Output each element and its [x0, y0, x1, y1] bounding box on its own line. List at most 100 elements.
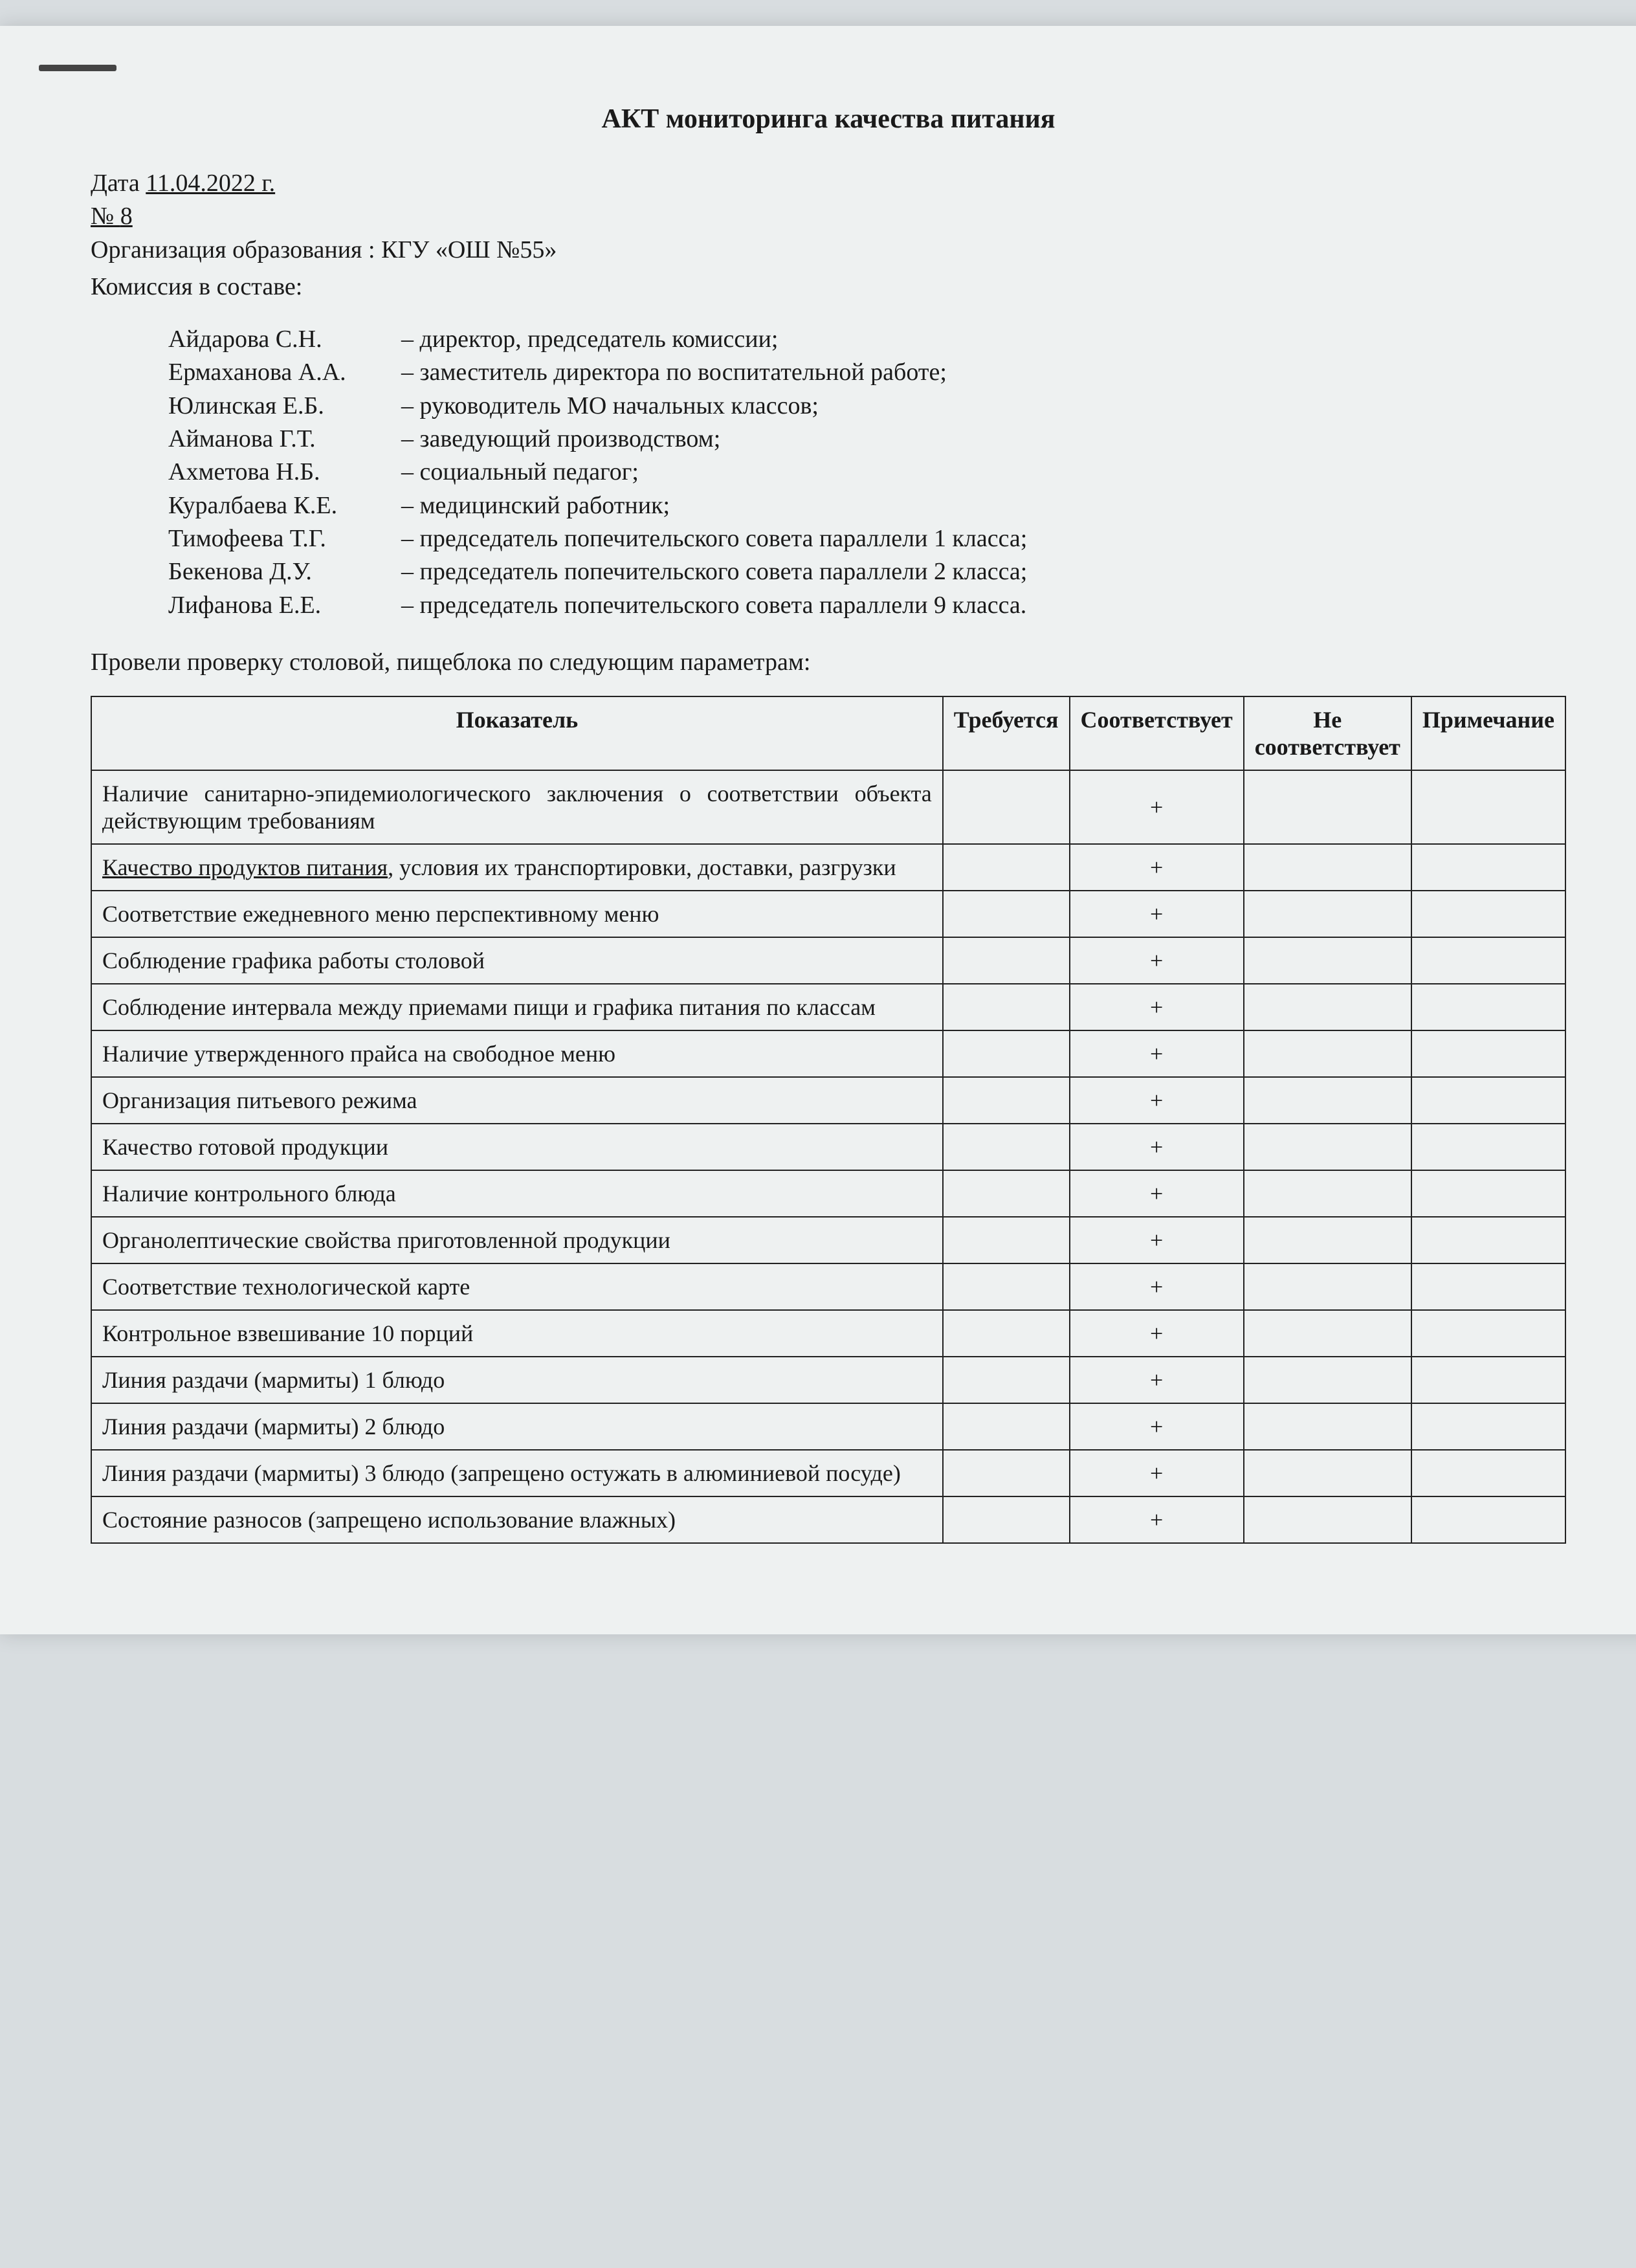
cell-indicator: Соблюдение графика работы столовой: [91, 937, 943, 984]
cell-indicator: Наличие утвержденного прайса на свободно…: [91, 1030, 943, 1077]
table-row: Органолептические свойства приготовленно…: [91, 1217, 1565, 1263]
cell-required: [943, 1310, 1070, 1357]
cell-required: [943, 1030, 1070, 1077]
cell-indicator: Линия раздачи (мармиты) 2 блюдо: [91, 1403, 943, 1450]
cell-note: [1411, 937, 1565, 984]
number-line: № 8: [91, 200, 1566, 233]
th-note: Примечание: [1411, 696, 1565, 770]
table-row: Линия раздачи (мармиты) 3 блюдо (запреще…: [91, 1450, 1565, 1496]
cell-conforms: +: [1070, 1217, 1244, 1263]
member-name: Лифанова Е.Е.: [168, 589, 401, 622]
commission-member: Лифанова Е.Е.– председатель попечительск…: [168, 589, 1566, 622]
th-required: Требуется: [943, 696, 1070, 770]
member-name: Айдарова С.Н.: [168, 323, 401, 356]
member-name: Тимофеева Т.Г.: [168, 522, 401, 555]
cell-indicator: Качество продуктов питания, условия их т…: [91, 844, 943, 891]
table-row: Соблюдение графика работы столовой +: [91, 937, 1565, 984]
member-role: – социальный педагог;: [401, 456, 1566, 489]
cell-indicator: Наличие контрольного блюда: [91, 1170, 943, 1217]
member-name: Ермаханова А.А.: [168, 356, 401, 389]
cell-conforms: +: [1070, 1403, 1244, 1450]
cell-required: [943, 1077, 1070, 1124]
member-name: Юлинская Е.Б.: [168, 390, 401, 423]
cell-not_conforms: [1244, 1310, 1411, 1357]
commission-member: Ермаханова А.А.– заместитель директора п…: [168, 356, 1566, 389]
cell-conforms: +: [1070, 1170, 1244, 1217]
table-row: Наличие контрольного блюда +: [91, 1170, 1565, 1217]
cell-conforms: +: [1070, 984, 1244, 1030]
cell-conforms: +: [1070, 1450, 1244, 1496]
cell-not_conforms: [1244, 1403, 1411, 1450]
cell-conforms: +: [1070, 1357, 1244, 1403]
th-conforms: Соответствует: [1070, 696, 1244, 770]
cell-note: [1411, 1217, 1565, 1263]
cell-required: [943, 770, 1070, 844]
cell-required: [943, 844, 1070, 891]
member-role: – председатель попечительского совета па…: [401, 589, 1566, 622]
cell-indicator: Органолептические свойства приготовленно…: [91, 1217, 943, 1263]
document-page: АКТ мониторинга качества питания Дата 11…: [0, 26, 1636, 1634]
cell-note: [1411, 1450, 1565, 1496]
number-value: 8: [120, 203, 133, 230]
cell-not_conforms: [1244, 1450, 1411, 1496]
date-line: Дата 11.04.2022 г.: [91, 167, 1566, 200]
table-row: Соответствие технологической карте+: [91, 1263, 1565, 1310]
intro-text: Провели проверку столовой, пищеблока по …: [91, 648, 1566, 676]
cell-not_conforms: [1244, 844, 1411, 891]
cell-note: [1411, 1124, 1565, 1170]
commission-member: Тимофеева Т.Г.– председатель попечительс…: [168, 522, 1566, 555]
commission-member: Ахметова Н.Б.– социальный педагог;: [168, 456, 1566, 489]
cell-not_conforms: [1244, 984, 1411, 1030]
member-role: – директор, председатель комиссии;: [401, 323, 1566, 356]
cell-conforms: +: [1070, 844, 1244, 891]
org-value: КГУ «ОШ №55»: [381, 236, 557, 263]
cell-note: [1411, 1077, 1565, 1124]
cell-not_conforms: [1244, 1217, 1411, 1263]
cell-indicator: Наличие санитарно-эпидемиологического за…: [91, 770, 943, 844]
member-name: Айманова Г.Т.: [168, 423, 401, 456]
cell-indicator: Линия раздачи (мармиты) 3 блюдо (запреще…: [91, 1450, 943, 1496]
cell-note: [1411, 844, 1565, 891]
cell-indicator: Линия раздачи (мармиты) 1 блюдо: [91, 1357, 943, 1403]
cell-conforms: +: [1070, 891, 1244, 937]
commission-member: Юлинская Е.Б.– руководитель МО начальных…: [168, 390, 1566, 423]
org-label: Организация образования :: [91, 236, 381, 263]
cell-required: [943, 1217, 1070, 1263]
member-role: – медицинский работник;: [401, 489, 1566, 522]
cell-required: [943, 891, 1070, 937]
cell-note: [1411, 1310, 1565, 1357]
cell-not_conforms: [1244, 1124, 1411, 1170]
member-role: – председатель попечительского совета па…: [401, 522, 1566, 555]
table-row: Наличие утвержденного прайса на свободно…: [91, 1030, 1565, 1077]
cell-conforms: +: [1070, 1030, 1244, 1077]
cell-not_conforms: [1244, 1357, 1411, 1403]
cell-indicator: Качество готовой продукции: [91, 1124, 943, 1170]
document-title: АКТ мониторинга качества питания: [91, 104, 1566, 135]
th-indicator: Показатель: [91, 696, 943, 770]
commission-member: Айдарова С.Н.– директор, председатель ко…: [168, 323, 1566, 356]
cell-not_conforms: [1244, 1496, 1411, 1543]
table-row: Линия раздачи (мармиты) 2 блюдо +: [91, 1403, 1565, 1450]
date-value: 11.04.2022 г.: [146, 170, 275, 197]
monitoring-table: Показатель Требуется Соответствует Не со…: [91, 696, 1566, 1544]
cell-note: [1411, 1403, 1565, 1450]
date-label: Дата: [91, 170, 146, 197]
cell-conforms: +: [1070, 1077, 1244, 1124]
th-not-conforms: Не соответствует: [1244, 696, 1411, 770]
cell-note: [1411, 891, 1565, 937]
table-header-row: Показатель Требуется Соответствует Не со…: [91, 696, 1565, 770]
member-name: Ахметова Н.Б.: [168, 456, 401, 489]
cell-required: [943, 1170, 1070, 1217]
cell-not_conforms: [1244, 1170, 1411, 1217]
cell-required: [943, 1496, 1070, 1543]
table-row: Состояние разносов (запрещено использова…: [91, 1496, 1565, 1543]
commission-member: Бекенова Д.У.– председатель попечительск…: [168, 555, 1566, 588]
cell-required: [943, 937, 1070, 984]
cell-note: [1411, 1496, 1565, 1543]
cell-required: [943, 1263, 1070, 1310]
cell-indicator: Состояние разносов (запрещено использова…: [91, 1496, 943, 1543]
table-row: Линия раздачи (мармиты) 1 блюдо +: [91, 1357, 1565, 1403]
table-row: Контрольное взвешивание 10 порций+: [91, 1310, 1565, 1357]
commission-members: Айдарова С.Н.– директор, председатель ко…: [168, 323, 1566, 622]
cell-conforms: +: [1070, 937, 1244, 984]
